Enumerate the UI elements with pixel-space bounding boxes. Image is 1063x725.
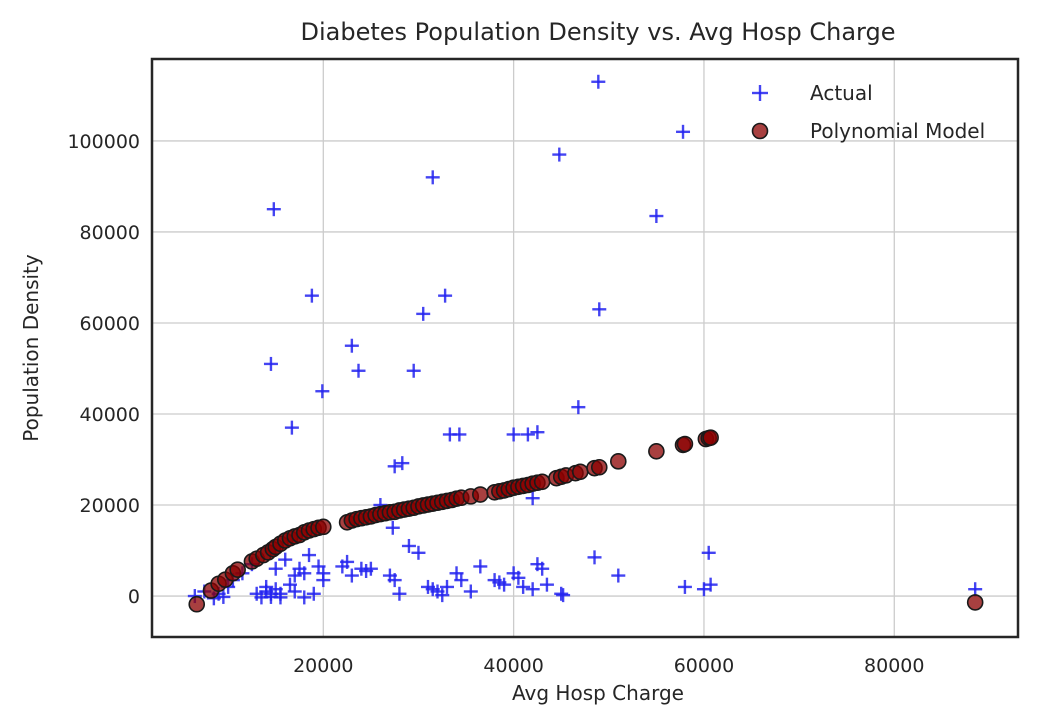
polynomial-model-point [610,453,627,470]
actual-point [452,427,467,442]
actual-point [611,568,626,583]
actual-point [525,491,540,506]
actual-point [556,588,571,603]
actual-point [676,124,691,139]
actual-point [701,545,716,560]
actual-point [591,74,606,89]
actual-point [454,573,469,588]
actual-point [302,548,317,563]
y-axis-title: Population Density [19,254,43,442]
actual-series [187,74,983,606]
actual-point [297,566,312,581]
y-tick-label: 100000 [67,131,140,153]
actual-point [278,552,293,567]
x-axis-title: Avg Hosp Charge [512,681,684,705]
polynomial-model-series [188,429,984,613]
legend-marker-actual [752,85,768,101]
actual-point [435,588,450,603]
actual-point [677,579,692,594]
polynomial-model-point [676,435,694,453]
x-tick-label: 20000 [293,655,353,677]
actual-point [306,586,321,601]
actual-point [287,584,302,599]
y-tick-label: 20000 [80,495,140,517]
actual-point [316,573,331,588]
actual-point [340,554,355,569]
actual-point [438,288,453,303]
actual-point [395,456,410,471]
actual-point [516,579,531,594]
actual-point [344,338,359,353]
actual-point [416,306,431,321]
actual-point [425,170,440,185]
grid-lines [152,59,1018,637]
actual-point [216,589,231,604]
polynomial-model-point [472,486,489,503]
actual-point [387,573,402,588]
actual-point [266,202,281,217]
actual-point [268,561,283,576]
actual-point [463,584,478,599]
actual-point [411,545,426,560]
polynomial-model-point [648,443,665,460]
actual-point [387,459,402,474]
actual-point [351,363,366,378]
actual-point [497,577,512,592]
actual-point [535,561,550,576]
actual-point [273,590,288,605]
polynomial-model-point [571,463,589,481]
legend-label-actual: Actual [810,81,873,105]
polynomial-model-point [314,518,332,536]
actual-point [473,559,488,574]
actual-point [506,427,521,442]
actual-point [304,288,319,303]
actual-point [554,586,569,601]
actual-point [552,147,567,162]
polynomial-model-point [702,429,719,446]
polynomial-model-point [533,473,551,491]
y-tick-label: 80000 [80,222,140,244]
y-tick-label: 60000 [80,313,140,335]
legend-label-polynomial-model: Polynomial Model [810,119,985,143]
actual-point [520,427,535,442]
plot-frame [150,57,1020,639]
y-tick-label: 40000 [80,404,140,426]
actual-point [525,582,540,597]
polynomial-model-point [590,458,608,476]
actual-point [284,420,299,435]
actual-point [511,570,526,585]
x-tick-label: 40000 [483,655,543,677]
actual-point [315,384,330,399]
actual-point [539,577,554,592]
actual-point [392,586,407,601]
y-tick-label: 0 [128,586,140,608]
polynomial-model-point [188,595,206,613]
legend: Actual Polynomial Model [751,81,985,143]
actual-point [703,577,718,592]
actual-point [592,302,607,317]
actual-point [587,550,602,565]
actual-point [530,425,545,440]
x-tick-labels: 20000 40000 60000 80000 [293,655,924,677]
legend-marker-polynomial-model [751,122,769,140]
actual-point [440,579,455,594]
x-tick-label: 80000 [864,655,924,677]
actual-point [401,538,416,553]
polynomial-model-point [229,561,246,578]
actual-point [344,568,359,583]
polynomial-model-point [966,594,984,611]
actual-point [297,590,312,605]
actual-point [363,561,378,576]
x-tick-label: 60000 [674,655,734,677]
chart-title: Diabetes Population Density vs. Avg Hosp… [300,18,895,46]
actual-point [406,363,421,378]
y-tick-labels: 0 20000 40000 60000 80000 100000 [67,131,140,608]
actual-point [968,582,983,597]
actual-point [571,400,586,415]
actual-point [649,209,664,224]
actual-point [263,356,278,371]
actual-point [385,520,400,535]
